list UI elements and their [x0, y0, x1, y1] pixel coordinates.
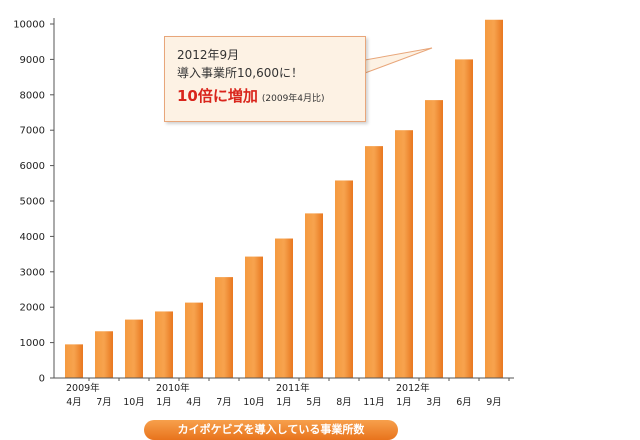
- x-year-label: 2009年: [66, 382, 100, 394]
- bar: [215, 277, 233, 378]
- bar: [95, 331, 113, 378]
- bar: [245, 256, 263, 378]
- callout-count: 導入事業所10,600に！: [177, 66, 303, 80]
- x-tick-label: 9月: [486, 397, 502, 408]
- bar: [185, 302, 203, 378]
- x-tick-label: 10月: [243, 397, 265, 408]
- y-tick-label: 2000: [20, 303, 45, 314]
- y-tick-label: 4000: [20, 232, 45, 243]
- y-tick-label: 1000: [20, 338, 45, 349]
- callout-note: (2009年4月比): [261, 94, 325, 104]
- callout-box: 2012年9月 導入事業所10,600に！ 10倍に増加 (2009年4月比): [164, 36, 366, 122]
- bar: [335, 180, 353, 378]
- x-tick-label: 1月: [396, 397, 412, 408]
- x-year-label: 2010年: [156, 382, 190, 394]
- y-tick-label: 3000: [20, 267, 45, 278]
- bar: [155, 311, 173, 378]
- y-tick-label: 9000: [20, 55, 45, 66]
- x-tick-label: 7月: [96, 397, 112, 408]
- bar: [425, 100, 443, 379]
- bar: [305, 213, 323, 378]
- x-tick-label: 1月: [156, 397, 172, 408]
- bar: [485, 19, 503, 378]
- x-tick-label: 4月: [66, 397, 82, 408]
- y-tick-label: 8000: [20, 90, 45, 101]
- bar: [365, 146, 383, 378]
- x-tick-label: 5月: [306, 397, 322, 408]
- bar: [455, 59, 473, 379]
- y-tick-label: 6000: [20, 161, 45, 172]
- y-tick-label: 5000: [20, 197, 45, 208]
- callout-pointer: [364, 47, 433, 74]
- y-tick-label: 0: [39, 374, 45, 385]
- bar: [275, 238, 293, 378]
- x-tick-label: 7月: [216, 397, 232, 408]
- chart-caption: カイポケビズを導入している事業所数: [144, 420, 398, 440]
- x-tick-label: 4月: [186, 397, 202, 408]
- callout-date: 2012年9月: [177, 48, 240, 62]
- bar: [125, 319, 143, 378]
- x-tick-label: 6月: [456, 397, 472, 408]
- y-tick-label: 7000: [20, 126, 45, 137]
- y-tick-label: 10000: [13, 20, 45, 31]
- x-tick-label: 1月: [276, 397, 292, 408]
- x-tick-label: 11月: [363, 397, 385, 408]
- bar: [395, 130, 413, 378]
- x-year-label: 2012年: [396, 382, 430, 394]
- callout-highlight: 10倍に増加: [177, 87, 258, 105]
- x-tick-label: 8月: [336, 397, 352, 408]
- bar: [65, 344, 83, 378]
- x-year-label: 2011年: [276, 382, 310, 394]
- x-tick-label: 3月: [426, 397, 442, 408]
- x-tick-label: 10月: [123, 397, 145, 408]
